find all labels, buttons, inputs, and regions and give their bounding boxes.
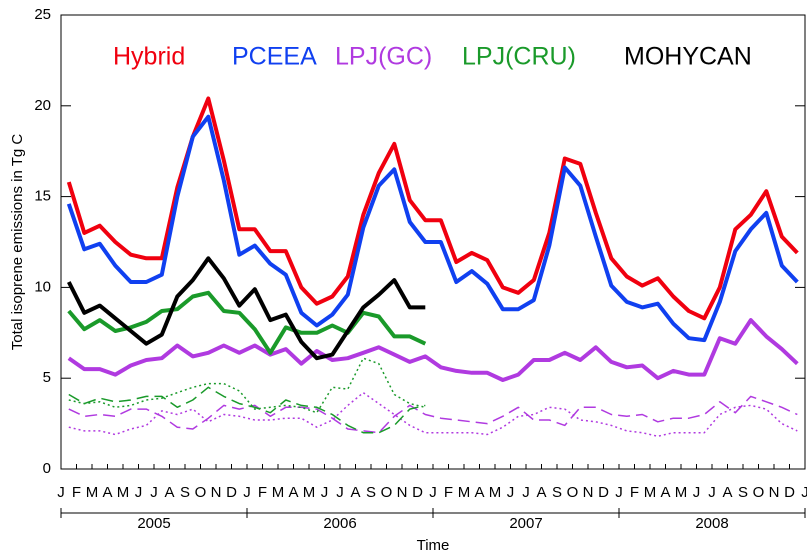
x-tick-label: M — [86, 484, 99, 501]
x-tick-label: J — [708, 484, 716, 501]
x-tick-label: J — [243, 484, 251, 501]
x-tick-label: N — [769, 484, 780, 501]
year-label: 2005 — [137, 515, 170, 532]
y-tick-label: 15 — [34, 188, 51, 205]
x-tick-label: N — [397, 484, 408, 501]
x-tick-label: M — [272, 484, 285, 501]
x-tick-label: M — [489, 484, 502, 501]
x-tick-label: M — [644, 484, 657, 501]
y-axis-label: Total isoprene emissions in Tg C — [9, 134, 26, 351]
x-tick-label: F — [630, 484, 639, 501]
x-tick-label: J — [57, 484, 65, 501]
legend-entry: LPJ(GC) — [335, 43, 432, 71]
series-line — [67, 318, 799, 382]
year-label: 2007 — [509, 515, 542, 532]
x-tick-label: D — [784, 484, 795, 501]
y-tick-label: 5 — [43, 369, 51, 386]
x-tick-label: O — [753, 484, 765, 501]
x-tick-label: D — [226, 484, 237, 501]
x-tick-label: J — [507, 484, 515, 501]
x-tick-label: O — [195, 484, 207, 501]
series-line — [67, 256, 426, 361]
x-tick-label: A — [288, 484, 298, 501]
x-tick-label: A — [660, 484, 670, 501]
series-line — [66, 96, 799, 321]
year-label: 2008 — [695, 515, 728, 532]
x-tick-label: N — [211, 484, 222, 501]
series-line — [68, 357, 426, 414]
x-axis-label: Time — [417, 537, 450, 554]
x-tick-label: J — [429, 484, 437, 501]
x-tick-label: D — [598, 484, 609, 501]
x-tick-label: J — [522, 484, 530, 501]
x-tick-label: A — [350, 484, 360, 501]
x-tick-label: O — [381, 484, 393, 501]
x-tick-label: M — [117, 484, 130, 501]
series-line — [66, 114, 799, 343]
x-tick-label: S — [738, 484, 748, 501]
x-tick-label: J — [336, 484, 344, 501]
x-tick-label: A — [164, 484, 174, 501]
y-tick-label: 0 — [43, 460, 51, 477]
x-tick-label: M — [303, 484, 316, 501]
x-tick-label: A — [474, 484, 484, 501]
y-tick-label: 25 — [34, 6, 51, 23]
x-tick-label: J — [321, 484, 329, 501]
x-tick-label: J — [135, 484, 143, 501]
y-tick-label: 10 — [34, 278, 51, 295]
legend-entry: LPJ(CRU) — [462, 43, 576, 71]
legend-entry: MOHYCAN — [624, 43, 752, 71]
y-tick-label: 20 — [34, 97, 51, 114]
x-tick-label: S — [552, 484, 562, 501]
x-tick-label: S — [180, 484, 190, 501]
x-tick-label: J — [615, 484, 623, 501]
x-tick-label: D — [412, 484, 423, 501]
series-line — [68, 391, 798, 438]
x-tick-label: J — [150, 484, 158, 501]
x-tick-label: A — [536, 484, 546, 501]
x-tick-label: N — [583, 484, 594, 501]
x-tick-label: M — [675, 484, 688, 501]
x-tick-label: J — [801, 484, 807, 501]
x-tick-label: M — [458, 484, 471, 501]
series-line — [68, 395, 798, 434]
x-tick-label: J — [693, 484, 701, 501]
x-tick-label: F — [258, 484, 267, 501]
x-tick-label: S — [366, 484, 376, 501]
x-tick-label: O — [567, 484, 579, 501]
year-label: 2006 — [323, 515, 356, 532]
x-tick-label: A — [102, 484, 112, 501]
x-tick-label: F — [72, 484, 81, 501]
legend-entry: Hybrid — [113, 43, 185, 71]
legend-entry: PCEEA — [232, 43, 317, 71]
series-line — [68, 386, 426, 434]
x-tick-label: F — [444, 484, 453, 501]
x-tick-label: A — [722, 484, 732, 501]
